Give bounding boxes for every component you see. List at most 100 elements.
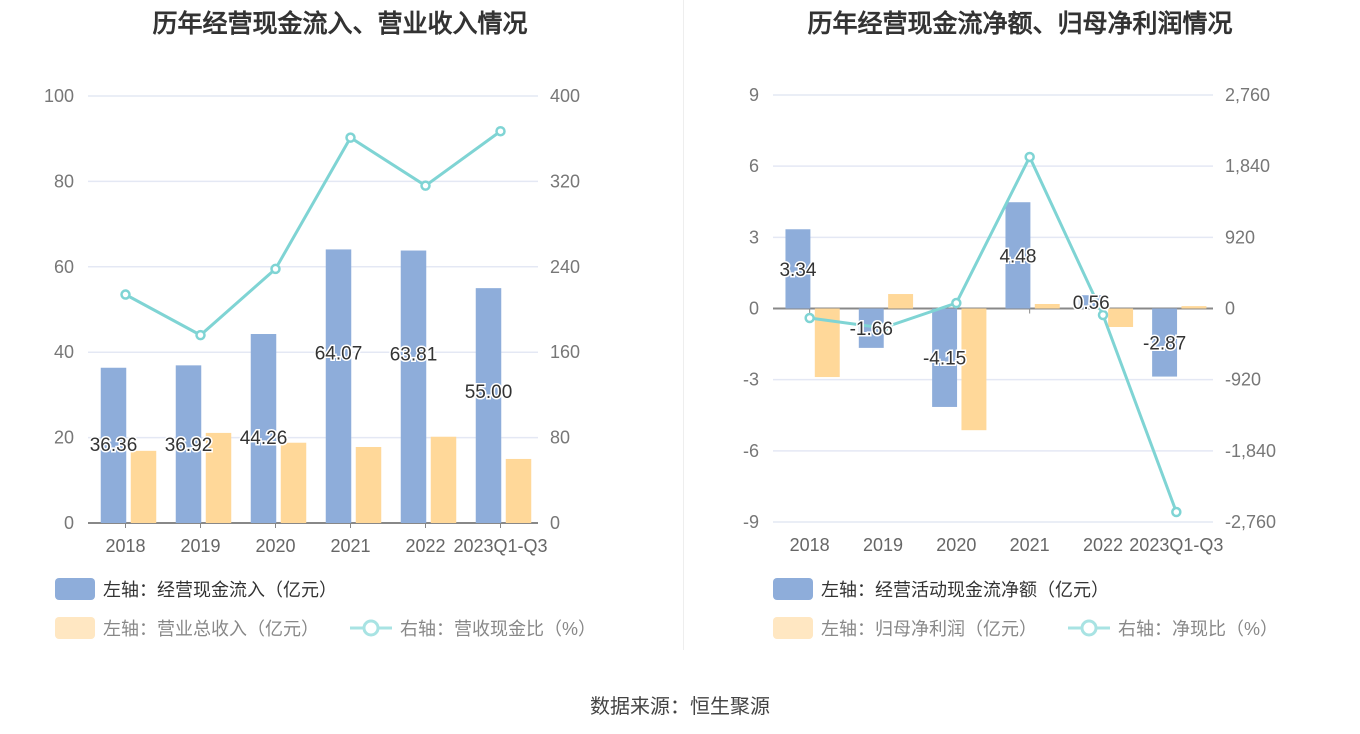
- legend-swatch: [773, 617, 813, 639]
- chart-right: -9 -2,760 -6 -1,840 -3 -920 0 0 3 920 6 1,840 9 2,760…: [743, 85, 1276, 555]
- data-label: 36.36: [90, 435, 138, 456]
- legend-label: 左轴：经营现金流入（亿元）: [103, 580, 337, 600]
- bar-primary: [250, 334, 277, 523]
- line-point: [1024, 151, 1035, 163]
- left-axis-tick: -3: [743, 370, 759, 390]
- right-axis-tick: 2,760: [1225, 85, 1270, 105]
- x-axis-label: 2023Q1-Q3: [1129, 535, 1223, 555]
- right-axis-tick: 400: [550, 86, 580, 106]
- left-axis-tick: -9: [743, 512, 759, 532]
- line-point: [195, 329, 206, 341]
- legend-item-net-profit[interactable]: 左轴：归母净利润（亿元）: [773, 615, 1037, 641]
- data-label: 64.07: [315, 343, 363, 364]
- x-axis-label: 2022: [405, 536, 445, 556]
- data-label: 3.34: [779, 260, 816, 281]
- data-label: 4.48: [999, 246, 1036, 267]
- x-axis-label: 2020: [255, 536, 295, 556]
- line-point: [345, 132, 356, 143]
- data-source: 数据来源：恒生聚源: [590, 696, 770, 718]
- left-axis-tick: 20: [54, 428, 74, 448]
- legend-label: 左轴：经营活动现金流净额（亿元）: [821, 580, 1109, 600]
- left-axis-tick: 80: [54, 171, 74, 191]
- data-label: -2.87: [1143, 334, 1186, 355]
- left-axis-tick: 9: [749, 85, 759, 105]
- left-axis-tick: -6: [743, 441, 759, 461]
- legend-item-net-cash[interactable]: 左轴：经营活动现金流净额（亿元）: [773, 576, 1109, 602]
- x-axis-label: 2021: [330, 536, 370, 556]
- left-axis-tick: 100: [44, 86, 74, 106]
- chart-title-left: 历年经营现金流入、营业收入情况: [152, 10, 528, 38]
- bar-primary: [100, 367, 127, 523]
- bar-primary: [1152, 308, 1178, 377]
- legend-label: 右轴：净现比（%）: [1118, 619, 1279, 639]
- x-axis-label: 2020: [936, 535, 976, 555]
- legend-item-revenue[interactable]: 左轴：营业总收入（亿元）: [55, 615, 319, 641]
- left-axis-tick: 40: [54, 342, 74, 362]
- data-label: 55.00: [465, 382, 513, 403]
- legend-item-net-ratio[interactable]: 右轴：净现比（%）: [1068, 615, 1278, 641]
- data-label: 36.92: [165, 435, 213, 456]
- divider: [683, 0, 684, 650]
- bar-secondary: [430, 436, 457, 523]
- bar-primary: [175, 365, 202, 523]
- data-label: 63.81: [390, 345, 438, 366]
- line-point: [1171, 506, 1182, 518]
- right-axis-tick: 0: [550, 513, 560, 533]
- line-point: [877, 322, 889, 334]
- line-point: [495, 125, 506, 137]
- x-axis-label: 2023Q1-Q3: [453, 536, 547, 556]
- data-label: -1.66: [850, 319, 893, 340]
- right-axis-tick: 240: [550, 257, 580, 277]
- left-axis-tick: 0: [749, 299, 759, 319]
- x-axis-label: 2019: [863, 535, 903, 555]
- bar-secondary: [205, 432, 232, 523]
- x-axis-label: 2021: [1010, 535, 1050, 555]
- data-label: 0.56: [1073, 293, 1110, 314]
- bar-primary: [932, 308, 958, 407]
- right-axis-tick: 0: [1225, 299, 1235, 319]
- bar-secondary: [130, 450, 157, 523]
- bar-secondary: [1181, 306, 1207, 309]
- legend-line-icon: [1068, 619, 1110, 637]
- line-point: [270, 263, 281, 275]
- right-axis-tick: 1,840: [1225, 156, 1270, 176]
- legend-line-icon: [350, 619, 392, 637]
- bar-secondary: [1034, 303, 1060, 309]
- legend-swatch: [55, 617, 95, 639]
- legend-item-ratio[interactable]: 右轴：营收现金比（%）: [350, 615, 596, 641]
- bar-primary: [785, 229, 811, 309]
- right-axis-tick: 920: [1225, 227, 1255, 247]
- legend-label: 右轴：营收现金比（%）: [400, 619, 597, 639]
- right-axis-tick: -1,840: [1225, 441, 1276, 461]
- bar-secondary: [505, 458, 532, 523]
- bar-secondary: [961, 308, 987, 431]
- bar-primary: [400, 250, 427, 523]
- legend-swatch: [55, 578, 95, 600]
- bar-primary: [325, 249, 352, 524]
- right-axis-tick: 320: [550, 171, 580, 191]
- bar-secondary: [888, 294, 914, 309]
- left-axis-tick: 60: [54, 257, 74, 277]
- right-axis-tick: 160: [550, 342, 580, 362]
- left-axis-tick: 3: [749, 227, 759, 247]
- chart-title-right: 历年经营现金流净额、归母净利润情况: [807, 10, 1233, 38]
- bar-primary: [1005, 202, 1031, 309]
- right-axis-tick: 80: [550, 428, 570, 448]
- ratio-line: [809, 153, 1178, 513]
- ratio-line: [124, 130, 502, 337]
- line-point: [1097, 309, 1109, 321]
- right-axis-tick: -920: [1225, 370, 1261, 390]
- data-label: 44.26: [240, 428, 288, 449]
- bar-secondary: [280, 442, 307, 523]
- bar-secondary: [1108, 308, 1134, 328]
- legend-label: 左轴：营业总收入（亿元）: [103, 619, 319, 639]
- line-point: [951, 297, 962, 309]
- x-axis-label: 2018: [105, 536, 145, 556]
- left-axis-tick: 0: [64, 513, 74, 533]
- bar-secondary: [355, 446, 382, 523]
- legend-label: 左轴：归母净利润（亿元）: [821, 619, 1037, 639]
- legend-item-cash-inflow[interactable]: 左轴：经营现金流入（亿元）: [55, 576, 337, 602]
- line-point: [120, 289, 131, 300]
- legend-swatch: [773, 578, 813, 600]
- chart-left: 0 0 20 80 40 160 60 240 80 320 100 400 2018 2019 2020 2…: [44, 86, 580, 556]
